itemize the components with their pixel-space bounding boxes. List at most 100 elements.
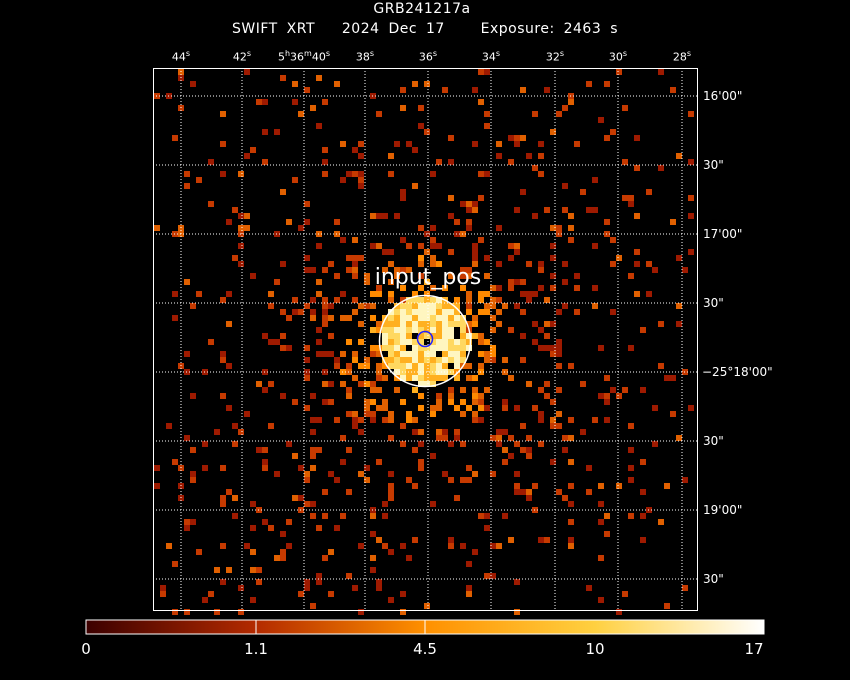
count-pixel: [526, 435, 532, 441]
count-pixel: [520, 87, 526, 93]
count-pixel: [328, 333, 334, 339]
count-pixel: [682, 267, 688, 273]
count-pixel: [382, 357, 388, 363]
count-pixel: [448, 249, 454, 255]
count-pixel: [262, 519, 268, 525]
count-pixel: [250, 501, 256, 507]
count-pixel: [448, 321, 454, 327]
count-pixel: [484, 387, 490, 393]
count-pixel: [406, 141, 412, 147]
count-pixel: [322, 309, 328, 315]
count-pixel: [556, 345, 562, 351]
count-pixel: [424, 375, 430, 381]
count-pixel: [424, 603, 430, 609]
count-pixel: [460, 411, 466, 417]
count-pixel: [394, 213, 400, 219]
region-outer-circle[interactable]: [378, 294, 472, 388]
count-pixel: [304, 255, 310, 261]
count-pixel: [316, 525, 322, 531]
count-pixel: [508, 375, 514, 381]
count-pixel: [550, 255, 556, 261]
count-pixel: [406, 477, 412, 483]
count-pixel: [430, 333, 436, 339]
count-pixel: [616, 393, 622, 399]
count-pixel: [400, 315, 406, 321]
count-pixel: [394, 387, 400, 393]
count-pixel: [370, 399, 376, 405]
count-pixel: [526, 447, 532, 453]
count-pixel: [376, 387, 382, 393]
ra-tick-label: 32s: [545, 49, 565, 64]
count-pixel: [226, 567, 232, 573]
count-pixel: [412, 375, 418, 381]
count-pixel: [628, 345, 634, 351]
count-pixel: [472, 249, 478, 255]
count-pixel: [676, 153, 682, 159]
count-pixel: [508, 279, 514, 285]
dec-tick-label: 30": [703, 158, 724, 172]
count-pixel: [418, 261, 424, 267]
count-pixel: [316, 279, 322, 285]
count-pixel: [418, 441, 424, 447]
count-pixel: [484, 357, 490, 363]
count-pixel: [466, 207, 472, 213]
count-pixel: [418, 225, 424, 231]
count-pixel: [586, 489, 592, 495]
count-pixel: [430, 315, 436, 321]
count-pixel: [532, 291, 538, 297]
count-pixel: [454, 351, 460, 357]
count-pixel: [220, 351, 226, 357]
count-pixel: [232, 255, 238, 261]
count-pixel: [382, 513, 388, 519]
count-pixel: [646, 261, 652, 267]
count-pixel: [388, 153, 394, 159]
count-pixel: [544, 333, 550, 339]
count-pixel: [520, 279, 526, 285]
count-pixel: [232, 495, 238, 501]
count-pixel: [424, 249, 430, 255]
count-pixel: [340, 351, 346, 357]
count-pixel: [310, 453, 316, 459]
count-pixel: [538, 141, 544, 147]
count-pixel: [484, 339, 490, 345]
count-pixel: [436, 357, 442, 363]
count-pixel: [682, 477, 688, 483]
count-pixel: [418, 429, 424, 435]
count-pixel: [232, 423, 238, 429]
count-pixel: [280, 531, 286, 537]
count-pixel: [490, 303, 496, 309]
count-pixel: [388, 171, 394, 177]
count-pixel: [598, 393, 604, 399]
count-pixel: [574, 141, 580, 147]
count-pixel: [490, 573, 496, 579]
count-pixel: [430, 255, 436, 261]
count-pixel: [568, 237, 574, 243]
count-pixel: [154, 465, 160, 471]
count-pixel: [412, 303, 418, 309]
count-pixel: [358, 183, 364, 189]
count-pixel: [484, 171, 490, 177]
count-pixel: [514, 579, 520, 585]
count-pixel: [370, 531, 376, 537]
region-inner-circle[interactable]: [416, 330, 434, 348]
count-pixel: [478, 171, 484, 177]
instrument-label: SWIFT XRT: [232, 21, 316, 37]
count-pixel: [448, 357, 454, 363]
count-pixel: [388, 327, 394, 333]
count-pixel: [184, 351, 190, 357]
count-pixel: [472, 333, 478, 339]
count-pixel: [616, 255, 622, 261]
count-pixel: [340, 315, 346, 321]
count-pixel: [604, 375, 610, 381]
count-pixel: [472, 243, 478, 249]
count-pixel: [418, 465, 424, 471]
count-pixel: [628, 195, 634, 201]
count-pixel: [196, 177, 202, 183]
count-pixel: [430, 357, 436, 363]
count-pixel: [538, 387, 544, 393]
count-pixel: [352, 351, 358, 357]
count-pixel: [256, 567, 262, 573]
count-pixel: [502, 459, 508, 465]
count-pixel: [352, 585, 358, 591]
count-pixel: [616, 483, 622, 489]
